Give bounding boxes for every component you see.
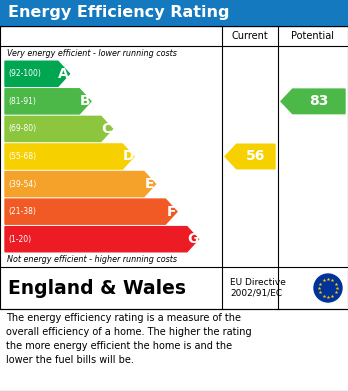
Text: Energy Efficiency Rating: Energy Efficiency Rating xyxy=(8,5,229,20)
Text: C: C xyxy=(102,122,112,136)
Text: Very energy efficient - lower running costs: Very energy efficient - lower running co… xyxy=(7,48,177,57)
Text: (55-68): (55-68) xyxy=(8,152,36,161)
Text: Not energy efficient - higher running costs: Not energy efficient - higher running co… xyxy=(7,255,177,264)
Circle shape xyxy=(314,274,342,302)
Polygon shape xyxy=(5,227,198,252)
Text: The energy efficiency rating is a measure of the
overall efficiency of a home. T: The energy efficiency rating is a measur… xyxy=(6,313,252,365)
Bar xyxy=(0,0,348,26)
Polygon shape xyxy=(5,89,91,114)
Text: D: D xyxy=(122,149,134,163)
Polygon shape xyxy=(5,61,70,86)
Text: Potential: Potential xyxy=(292,31,334,41)
Text: G: G xyxy=(187,232,198,246)
Text: E: E xyxy=(145,177,155,191)
Text: (92-100): (92-100) xyxy=(8,69,41,78)
Text: 2002/91/EC: 2002/91/EC xyxy=(230,289,282,298)
Text: 56: 56 xyxy=(246,149,266,163)
Polygon shape xyxy=(225,144,275,169)
Bar xyxy=(0,26,348,309)
Text: (69-80): (69-80) xyxy=(8,124,36,133)
Polygon shape xyxy=(5,117,112,142)
Polygon shape xyxy=(5,172,156,197)
Polygon shape xyxy=(281,89,345,114)
Text: A: A xyxy=(58,67,69,81)
Text: Current: Current xyxy=(232,31,268,41)
Polygon shape xyxy=(5,199,177,224)
Text: EU Directive: EU Directive xyxy=(230,278,286,287)
Text: (81-91): (81-91) xyxy=(8,97,36,106)
Text: F: F xyxy=(166,204,176,219)
Text: (39-54): (39-54) xyxy=(8,179,36,188)
Text: England & Wales: England & Wales xyxy=(8,278,186,298)
Text: (1-20): (1-20) xyxy=(8,235,31,244)
Polygon shape xyxy=(5,144,134,169)
Text: (21-38): (21-38) xyxy=(8,207,36,216)
Text: B: B xyxy=(80,94,90,108)
Text: 83: 83 xyxy=(309,94,329,108)
